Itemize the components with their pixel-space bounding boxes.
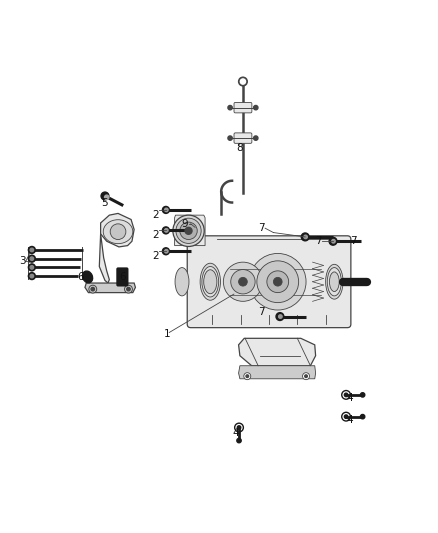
Text: 4: 4 bbox=[346, 415, 353, 425]
Polygon shape bbox=[101, 213, 134, 247]
Circle shape bbox=[301, 233, 309, 241]
Text: 9: 9 bbox=[182, 219, 188, 229]
Polygon shape bbox=[239, 366, 316, 379]
Circle shape bbox=[344, 415, 348, 418]
Text: 4: 4 bbox=[232, 428, 239, 438]
Circle shape bbox=[237, 439, 241, 443]
Circle shape bbox=[304, 235, 307, 239]
Circle shape bbox=[257, 261, 299, 303]
FancyBboxPatch shape bbox=[234, 102, 252, 113]
Text: 7: 7 bbox=[315, 236, 321, 246]
Circle shape bbox=[228, 136, 232, 140]
FancyBboxPatch shape bbox=[234, 133, 252, 143]
Circle shape bbox=[30, 248, 34, 252]
Circle shape bbox=[273, 277, 282, 286]
Circle shape bbox=[344, 393, 348, 397]
Circle shape bbox=[101, 192, 109, 200]
Circle shape bbox=[231, 270, 255, 294]
FancyBboxPatch shape bbox=[187, 236, 351, 328]
Text: 7: 7 bbox=[258, 223, 265, 233]
Circle shape bbox=[246, 375, 249, 377]
Text: 8: 8 bbox=[237, 143, 243, 153]
Polygon shape bbox=[239, 338, 316, 366]
Text: 2: 2 bbox=[152, 210, 159, 220]
Text: 6: 6 bbox=[119, 272, 126, 282]
Circle shape bbox=[165, 229, 168, 232]
Circle shape bbox=[105, 195, 109, 199]
Circle shape bbox=[239, 277, 247, 286]
Text: 1: 1 bbox=[163, 329, 170, 339]
Text: 3: 3 bbox=[19, 256, 25, 266]
Circle shape bbox=[239, 77, 247, 86]
Circle shape bbox=[332, 239, 335, 243]
Circle shape bbox=[254, 136, 258, 140]
Circle shape bbox=[185, 228, 192, 235]
Ellipse shape bbox=[173, 215, 204, 246]
Circle shape bbox=[279, 315, 282, 318]
Circle shape bbox=[30, 274, 34, 278]
Ellipse shape bbox=[327, 268, 341, 296]
Circle shape bbox=[28, 246, 35, 254]
Text: 6: 6 bbox=[77, 272, 84, 282]
Circle shape bbox=[223, 262, 262, 301]
Circle shape bbox=[180, 222, 197, 239]
Circle shape bbox=[28, 272, 35, 279]
Circle shape bbox=[276, 313, 284, 320]
Text: 4: 4 bbox=[346, 393, 353, 403]
Circle shape bbox=[303, 373, 310, 379]
Circle shape bbox=[127, 287, 130, 291]
Circle shape bbox=[254, 106, 258, 110]
Circle shape bbox=[305, 375, 307, 377]
Ellipse shape bbox=[103, 220, 133, 244]
Text: 7: 7 bbox=[350, 236, 357, 246]
Circle shape bbox=[267, 271, 289, 293]
Circle shape bbox=[91, 287, 95, 291]
Circle shape bbox=[165, 249, 168, 253]
Text: 2: 2 bbox=[152, 251, 159, 261]
Circle shape bbox=[228, 106, 232, 110]
Ellipse shape bbox=[325, 264, 343, 299]
Circle shape bbox=[89, 285, 97, 293]
Circle shape bbox=[162, 248, 170, 255]
Circle shape bbox=[329, 237, 337, 245]
Circle shape bbox=[244, 373, 251, 379]
Circle shape bbox=[165, 208, 168, 212]
Ellipse shape bbox=[204, 270, 217, 294]
Polygon shape bbox=[85, 283, 135, 293]
Circle shape bbox=[162, 206, 170, 213]
Polygon shape bbox=[175, 215, 205, 246]
FancyBboxPatch shape bbox=[116, 268, 128, 287]
Text: 5: 5 bbox=[102, 198, 108, 208]
Circle shape bbox=[162, 227, 170, 234]
Circle shape bbox=[360, 393, 365, 397]
Ellipse shape bbox=[200, 263, 220, 300]
Circle shape bbox=[28, 264, 35, 271]
Text: 2: 2 bbox=[152, 230, 159, 240]
Circle shape bbox=[110, 224, 126, 239]
Circle shape bbox=[30, 257, 34, 261]
Circle shape bbox=[250, 254, 306, 310]
Ellipse shape bbox=[176, 218, 201, 244]
Polygon shape bbox=[99, 234, 110, 283]
Ellipse shape bbox=[329, 272, 339, 292]
Circle shape bbox=[30, 265, 34, 269]
Circle shape bbox=[237, 426, 241, 429]
Circle shape bbox=[28, 255, 35, 262]
Circle shape bbox=[360, 415, 365, 419]
Ellipse shape bbox=[202, 266, 219, 297]
Circle shape bbox=[240, 79, 246, 84]
Ellipse shape bbox=[82, 271, 92, 283]
Text: 7: 7 bbox=[258, 307, 265, 317]
Circle shape bbox=[124, 285, 132, 293]
Ellipse shape bbox=[175, 268, 189, 296]
